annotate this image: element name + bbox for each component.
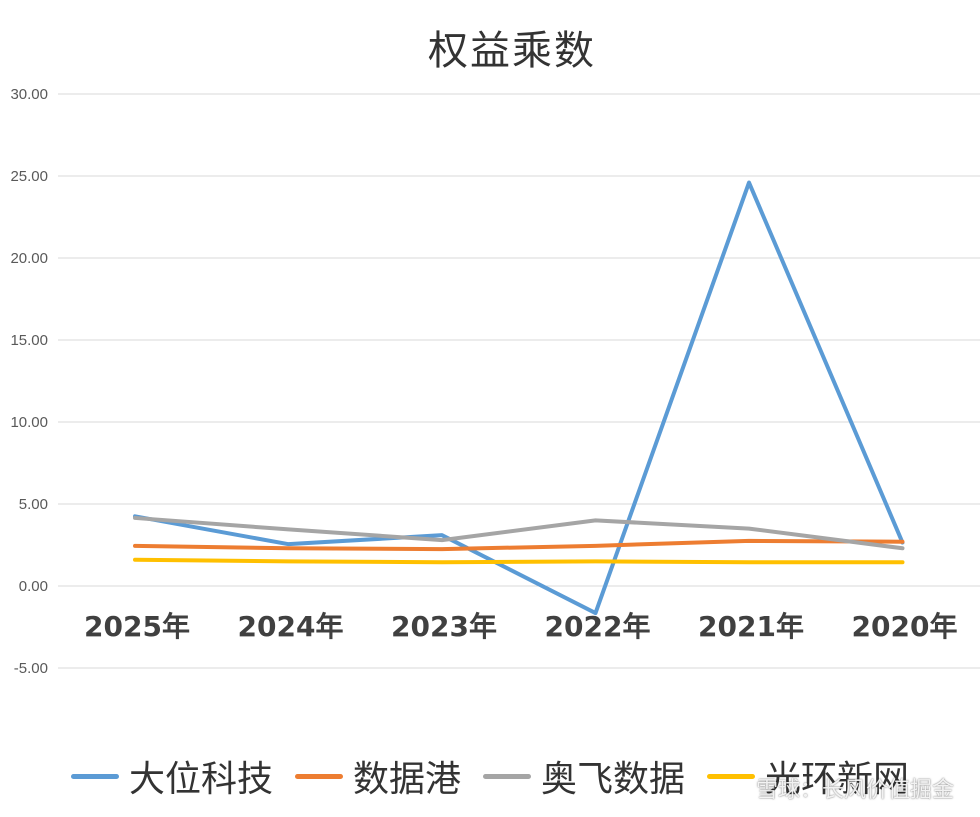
y-tick-label: 5.00 [19, 496, 48, 513]
series-lines [133, 180, 905, 616]
gridlines [58, 93, 980, 669]
x-category-label: 2022年 [545, 610, 651, 643]
legend-label: 数据港 [352, 759, 461, 800]
legend-label: 光环新网 [765, 759, 910, 800]
series-line-1 [133, 538, 905, 552]
y-tick-label: 25.00 [10, 168, 48, 185]
y-tick-label: 15.00 [10, 332, 48, 349]
y-tick-label: -5.00 [14, 660, 48, 677]
x-category-label: 2025年 [84, 610, 190, 643]
legend-swatch [707, 773, 756, 779]
legend-item-3: 光环新网 [707, 750, 909, 802]
x-category-label: 2020年 [852, 610, 958, 643]
plot-area: 30.00 25.00 20.00 15.00 10.00 5.00 0.00 -5.00 2… [10, 86, 980, 677]
y-axis-ticks: 30.00 25.00 20.00 15.00 10.00 5.00 0.00 -5.00 [10, 86, 48, 677]
series-line-3 [133, 557, 905, 565]
x-category-label: 2023年 [391, 610, 497, 643]
y-tick-label: 0.00 [19, 578, 48, 595]
y-tick-label: 10.00 [10, 414, 48, 431]
legend-swatch [294, 773, 343, 779]
series-line-2 [133, 515, 905, 551]
legend-label: 大位科技 [128, 759, 273, 800]
series-line-0 [133, 180, 905, 616]
legend-item-2: 奥飞数据 [483, 750, 685, 802]
x-category-label: 2024年 [238, 610, 344, 643]
chart-title: 权益乘数 [428, 28, 596, 74]
legend-swatch [70, 773, 119, 779]
legend: 大位科技 数据港 奥飞数据 光环新网 [0, 748, 980, 804]
legend-item-0: 大位科技 [70, 750, 273, 802]
y-tick-label: 20.00 [10, 250, 48, 267]
x-category-label: 2021年 [698, 610, 804, 643]
legend-swatch [483, 773, 531, 779]
x-axis-categories: 2025年 2024年 2023年 2022年 2021年 2020年 [84, 610, 957, 643]
legend-item-1: 数据港 [294, 750, 461, 802]
y-tick-label: 30.00 [10, 86, 48, 103]
watermark: 雪球：长风价值掘金 [755, 778, 954, 803]
legend-label: 奥飞数据 [541, 759, 686, 800]
